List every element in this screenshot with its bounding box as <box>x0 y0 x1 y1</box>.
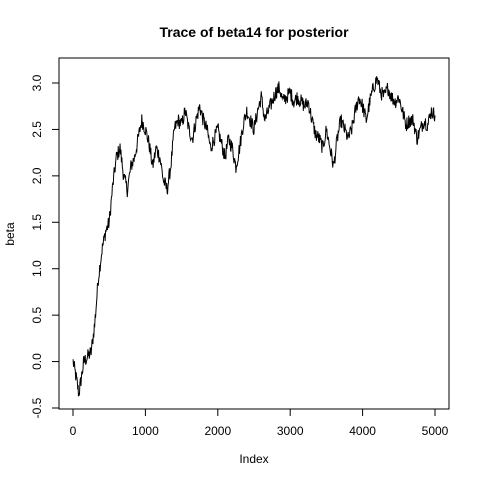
x-tick-label: 1000 <box>132 424 159 438</box>
x-tick-label: 3000 <box>277 424 304 438</box>
y-tick-label: 0.0 <box>30 353 44 370</box>
y-tick-label: 1.5 <box>30 214 44 231</box>
y-tick-label: 3.0 <box>30 74 44 91</box>
y-axis: -0.5 0.0 0.5 1.0 1.5 2.0 2.5 3.0 <box>30 74 60 418</box>
y-tick-label: 2.0 <box>30 167 44 184</box>
x-axis: 0 1000 2000 3000 4000 5000 <box>70 408 449 438</box>
y-tick-label: 0.5 <box>30 306 44 323</box>
x-tick-label: 5000 <box>422 424 449 438</box>
x-axis-label: Index <box>239 452 268 466</box>
x-tick-label: 2000 <box>204 424 231 438</box>
y-tick-label: 2.5 <box>30 121 44 138</box>
y-tick-label: 1.0 <box>30 260 44 277</box>
plot-frame <box>58 57 450 410</box>
trace-line <box>72 76 436 397</box>
chart-title: Trace of beta14 for posterior <box>159 24 349 40</box>
y-axis-label: beta <box>3 222 17 246</box>
x-tick-label: 0 <box>70 424 77 438</box>
x-tick-label: 4000 <box>349 424 376 438</box>
y-tick-label: -0.5 <box>30 397 44 418</box>
